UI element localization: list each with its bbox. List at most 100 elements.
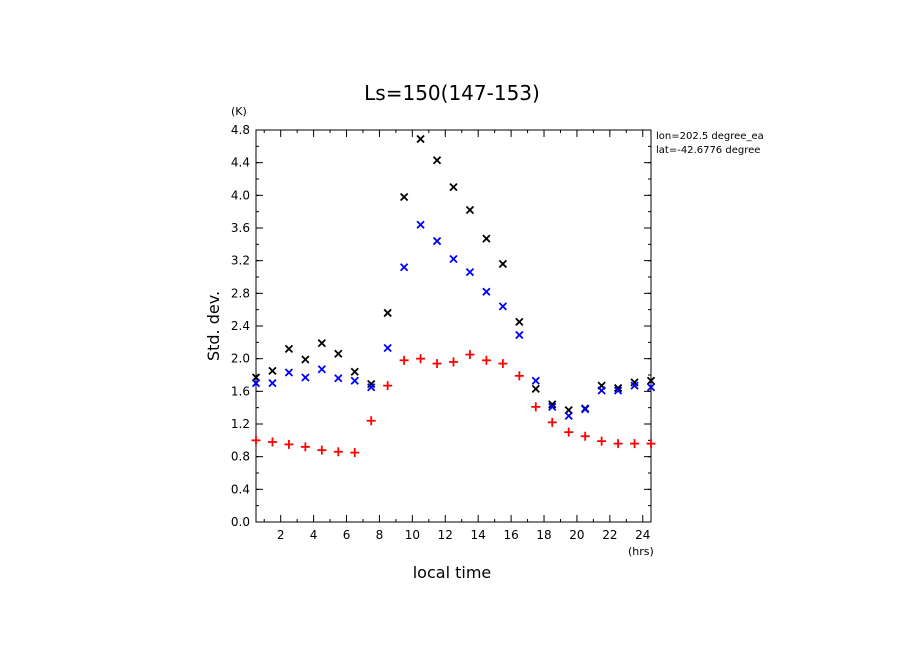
- y-tick-label: 2.0: [231, 352, 250, 366]
- data-point: [416, 220, 425, 229]
- data-point: [416, 354, 426, 364]
- x-tick-label: 20: [569, 528, 584, 542]
- data-point: [630, 381, 639, 390]
- data-marks-group: [251, 134, 656, 458]
- data-point: [613, 439, 623, 449]
- data-point: [564, 427, 574, 437]
- y-tick-label: 0.4: [231, 482, 250, 496]
- data-point: [498, 259, 508, 269]
- data-point: [465, 267, 475, 277]
- data-point: [482, 287, 491, 296]
- data-point: [432, 156, 442, 165]
- data-point: [383, 381, 393, 391]
- chart-title: Ls=150(147-153): [364, 81, 540, 105]
- data-point: [531, 376, 540, 385]
- data-point: [580, 431, 590, 441]
- y-tick-label: 4.4: [231, 156, 250, 170]
- data-point: [498, 302, 508, 311]
- annotation-lat: lat=-42.6776 degree: [656, 145, 760, 156]
- data-point: [482, 234, 491, 243]
- data-point: [301, 355, 310, 364]
- data-point: [597, 386, 606, 395]
- x-tick-label: 14: [471, 528, 486, 542]
- data-point: [399, 263, 409, 272]
- data-point: [465, 205, 475, 215]
- data-point: [301, 373, 310, 382]
- data-point: [465, 350, 475, 360]
- y-tick-label: 4.8: [231, 123, 250, 137]
- data-point: [481, 355, 491, 365]
- data-point: [300, 442, 310, 452]
- data-point: [284, 368, 294, 377]
- data-point: [597, 436, 607, 446]
- data-point: [251, 379, 261, 388]
- data-point: [531, 384, 540, 394]
- data-point: [268, 379, 277, 388]
- data-point: [515, 317, 524, 327]
- y-tick-label: 0.0: [231, 515, 250, 529]
- data-point: [646, 376, 656, 385]
- data-point: [432, 236, 442, 246]
- data-point: [646, 439, 656, 449]
- x-tick-label: 16: [503, 528, 518, 542]
- x-unit-label: (hrs): [628, 545, 654, 558]
- y-tick-label: 2.8: [231, 286, 250, 300]
- data-point: [531, 402, 541, 412]
- data-point: [613, 386, 623, 395]
- data-point: [350, 376, 359, 385]
- x-tick-label: 6: [343, 528, 351, 542]
- data-point: [630, 378, 639, 387]
- data-point: [367, 383, 376, 392]
- x-tick-label: 18: [536, 528, 551, 542]
- data-point: [498, 359, 508, 369]
- y-axis-label: Std. dev.: [204, 291, 223, 361]
- data-point: [383, 308, 392, 318]
- data-point: [564, 411, 573, 420]
- data-point: [581, 405, 590, 414]
- data-point: [350, 448, 360, 458]
- y-tick-label: 1.6: [231, 384, 250, 398]
- y-tick-label: 4.0: [231, 188, 250, 202]
- data-point: [399, 192, 409, 202]
- data-point: [547, 417, 557, 427]
- x-tick-label: 2: [277, 528, 285, 542]
- data-point: [432, 359, 442, 369]
- axes-group: 0.0 0.4 0.8 1.2 1.6 2.0 2.4 2.8 3.2 3.6 4.0 4.4 4.8 2…: [231, 123, 651, 542]
- y-tick-label: 3.6: [231, 221, 250, 235]
- data-point: [350, 367, 359, 376]
- data-point: [366, 416, 376, 426]
- data-point: [284, 344, 294, 354]
- data-point: [267, 437, 277, 447]
- data-point: [548, 402, 557, 411]
- data-point: [449, 254, 458, 264]
- data-point: [514, 371, 524, 381]
- x-axis-label: local time: [413, 563, 492, 582]
- data-point: [383, 343, 392, 353]
- y-tick-label: 1.2: [231, 417, 250, 431]
- data-point: [449, 183, 458, 192]
- data-point: [416, 134, 425, 144]
- x-tick-label: 10: [405, 528, 420, 542]
- data-point: [251, 435, 261, 445]
- plot-frame: [255, 129, 652, 523]
- data-point: [630, 439, 640, 449]
- y-tick-label: 2.4: [231, 319, 250, 333]
- data-point: [548, 400, 557, 409]
- data-point: [317, 445, 327, 455]
- data-point: [399, 355, 409, 365]
- x-tick-label: 24: [635, 528, 650, 542]
- data-point: [317, 365, 326, 374]
- y-tick-label: 3.2: [231, 254, 250, 268]
- y-unit-label: (K): [231, 105, 247, 118]
- data-point: [334, 374, 343, 383]
- data-point: [613, 383, 623, 393]
- x-tick-label: 8: [376, 528, 384, 542]
- data-point: [284, 439, 294, 449]
- data-point: [449, 357, 458, 367]
- data-point: [334, 349, 343, 358]
- annotation-lon: lon=202.5 degree_ea: [656, 131, 764, 142]
- data-point: [317, 339, 326, 348]
- y-tick-label: 0.8: [231, 450, 250, 464]
- data-point: [646, 383, 656, 392]
